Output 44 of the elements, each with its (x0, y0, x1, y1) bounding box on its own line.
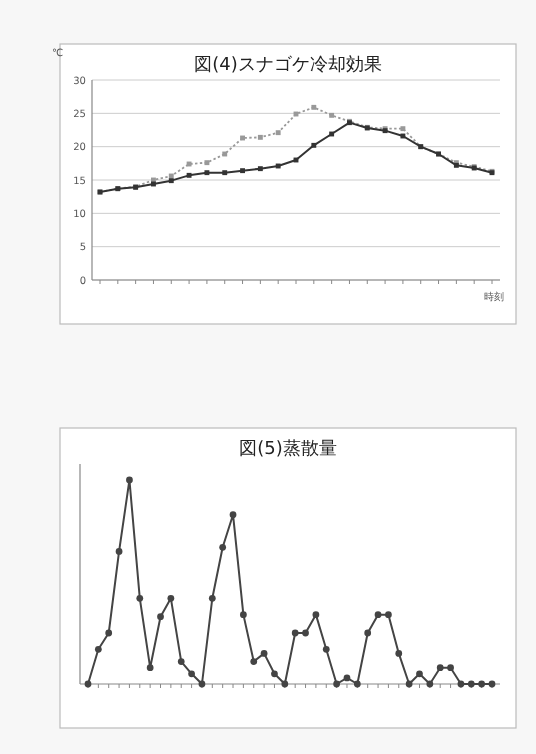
point (416, 670, 423, 678)
point (329, 112, 335, 118)
point (115, 548, 123, 555)
point (229, 511, 237, 519)
point (291, 629, 299, 637)
point (436, 664, 444, 672)
chart-title: 図(5)蒸散量 (239, 438, 337, 460)
line-series (97, 120, 495, 195)
point (322, 645, 330, 653)
point (186, 172, 192, 178)
point (400, 126, 406, 132)
point (275, 130, 281, 136)
point (167, 594, 175, 602)
point (146, 664, 154, 672)
point (219, 543, 227, 551)
point (447, 664, 454, 672)
point (250, 658, 258, 665)
point (168, 178, 174, 184)
point (204, 170, 210, 176)
point (204, 160, 210, 166)
point (177, 658, 185, 665)
point (157, 613, 164, 621)
point (343, 674, 351, 682)
point (385, 611, 392, 619)
point (188, 670, 195, 678)
point (240, 611, 247, 619)
point (94, 645, 102, 653)
point (395, 650, 403, 657)
point (257, 134, 263, 140)
point (271, 670, 278, 678)
point (311, 142, 317, 148)
point (374, 611, 382, 619)
point (302, 629, 309, 637)
point (136, 594, 144, 602)
point (364, 629, 372, 637)
chart-title: 図(4)スナゴケ冷却効果 (194, 54, 382, 76)
point (257, 166, 263, 172)
point (208, 594, 216, 602)
point (312, 611, 320, 619)
point (105, 629, 113, 637)
point (311, 104, 317, 110)
point (222, 170, 228, 176)
point (260, 650, 268, 657)
point (126, 476, 133, 484)
